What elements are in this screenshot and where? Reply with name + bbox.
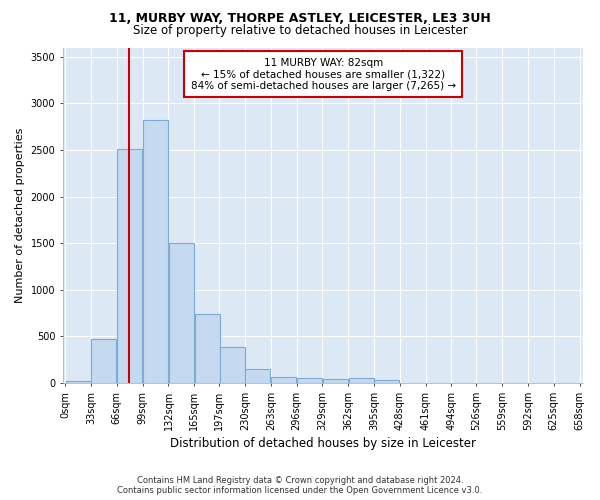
Bar bbox=[143, 120, 168, 383]
X-axis label: Distribution of detached houses by size in Leicester: Distribution of detached houses by size … bbox=[170, 437, 476, 450]
Text: 11, MURBY WAY, THORPE ASTLEY, LEICESTER, LE3 3UH: 11, MURBY WAY, THORPE ASTLEY, LEICESTER,… bbox=[109, 12, 491, 26]
Bar bbox=[323, 379, 348, 383]
Bar bbox=[349, 378, 374, 383]
Bar bbox=[271, 376, 296, 383]
Bar bbox=[117, 149, 142, 383]
Y-axis label: Number of detached properties: Number of detached properties bbox=[15, 128, 25, 303]
Bar bbox=[169, 243, 194, 383]
Bar bbox=[65, 381, 91, 383]
Text: Contains HM Land Registry data © Crown copyright and database right 2024.
Contai: Contains HM Land Registry data © Crown c… bbox=[118, 476, 482, 495]
Text: 11 MURBY WAY: 82sqm
← 15% of detached houses are smaller (1,322)
84% of semi-det: 11 MURBY WAY: 82sqm ← 15% of detached ho… bbox=[191, 58, 456, 91]
Bar bbox=[245, 368, 271, 383]
Bar bbox=[91, 339, 116, 383]
Bar bbox=[297, 378, 322, 383]
Bar bbox=[220, 346, 245, 383]
Bar bbox=[374, 380, 400, 383]
Bar bbox=[194, 314, 220, 383]
Text: Size of property relative to detached houses in Leicester: Size of property relative to detached ho… bbox=[133, 24, 467, 37]
